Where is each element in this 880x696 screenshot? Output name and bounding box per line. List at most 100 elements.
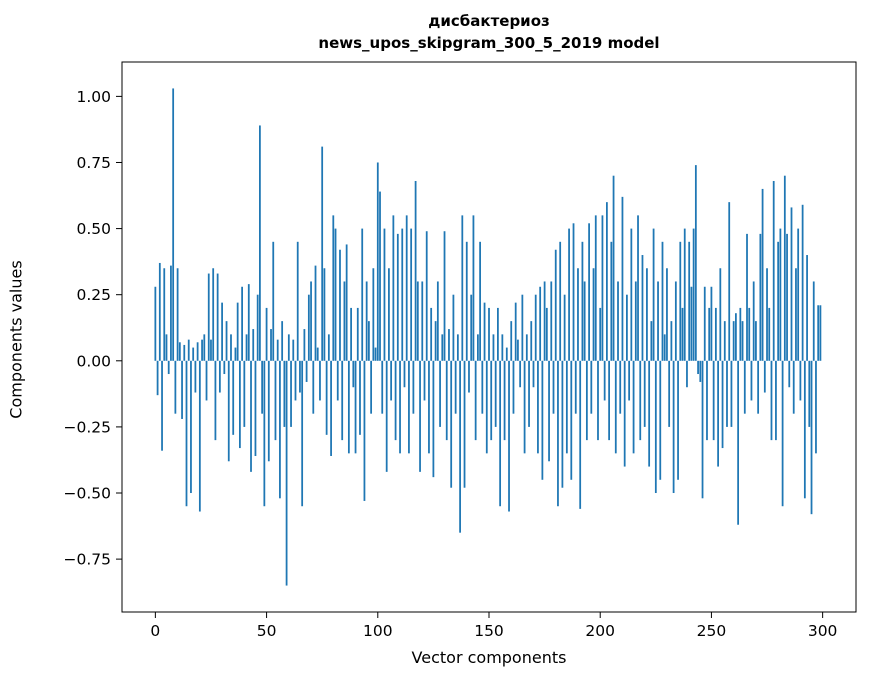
bar-component — [292, 339, 295, 361]
bar-component — [617, 281, 619, 361]
bar-component — [399, 360, 401, 454]
bar-component — [210, 339, 212, 361]
bar-component — [657, 281, 659, 361]
bar-component — [476, 334, 479, 361]
bar-component — [706, 360, 708, 441]
bar-component — [227, 360, 230, 462]
bar-component — [512, 360, 515, 414]
bar-component — [441, 334, 444, 361]
bar-component — [723, 321, 726, 361]
bar-component — [503, 360, 506, 441]
bar-component — [614, 360, 617, 454]
bar-component — [207, 273, 210, 361]
bar-component — [692, 228, 695, 361]
bar-component — [817, 305, 820, 361]
bar-component — [428, 360, 430, 454]
bar-component — [703, 286, 706, 361]
bar-component — [319, 360, 321, 401]
bar-component — [755, 321, 757, 361]
bar-component — [697, 360, 699, 375]
bar-component — [772, 180, 775, 361]
x-tick-label: 50 — [257, 622, 277, 640]
bar-component — [701, 360, 704, 499]
bar-component — [459, 360, 461, 533]
x-tick-label: 250 — [697, 622, 727, 640]
bar-component — [543, 281, 546, 361]
bar-component — [639, 360, 642, 441]
bar-component — [810, 360, 813, 515]
bar-component — [396, 233, 399, 361]
bar-component — [305, 360, 308, 382]
bar-component — [670, 321, 673, 361]
bar-component — [323, 268, 326, 361]
bar-component — [563, 294, 566, 361]
bar-component — [259, 125, 261, 361]
bar-component — [494, 360, 497, 427]
bar-component — [588, 223, 590, 361]
bar-component — [752, 281, 755, 361]
bar-component — [156, 360, 159, 396]
bar-component — [525, 334, 528, 361]
bar-component — [585, 360, 588, 441]
bar-component — [281, 321, 284, 361]
bar-component — [483, 302, 486, 361]
bar-component — [768, 307, 771, 361]
bar-component — [748, 307, 751, 361]
bar-component — [412, 360, 415, 414]
bar-component — [534, 294, 537, 361]
x-tick-label: 150 — [474, 622, 504, 640]
bar-component — [759, 233, 762, 361]
bar-component — [287, 334, 290, 361]
bar-component — [741, 321, 744, 361]
bar-component — [530, 321, 533, 361]
bar-component — [634, 281, 637, 361]
bar-component — [739, 307, 742, 361]
bar-component — [721, 360, 724, 449]
bar-component — [190, 360, 192, 494]
bar-component — [201, 339, 203, 361]
bar-component — [757, 360, 760, 414]
bar-component — [294, 360, 297, 401]
bar-component — [174, 360, 177, 414]
bar-component — [574, 360, 577, 414]
bar-component — [272, 241, 275, 361]
bar-component — [336, 360, 339, 401]
bar-component — [612, 175, 615, 361]
bar-component — [339, 249, 341, 361]
bar-component — [577, 268, 579, 361]
bar-component — [795, 268, 797, 361]
bar-component — [454, 360, 457, 414]
bar-component — [790, 207, 793, 361]
bar-component — [214, 360, 217, 441]
y-tick-label: 0.50 — [76, 220, 111, 238]
bar-component — [436, 281, 439, 361]
bar-component — [452, 294, 455, 361]
bar-component — [236, 302, 239, 361]
bar-component — [777, 241, 780, 361]
bar-component — [541, 360, 544, 480]
bar-component — [263, 360, 266, 507]
bar-component — [485, 360, 488, 454]
bar-component — [343, 281, 346, 361]
bar-component — [365, 281, 368, 361]
y-tick-label: 0.25 — [76, 286, 111, 304]
bar-component — [472, 215, 475, 361]
bar-component — [425, 231, 428, 361]
bar-component — [198, 360, 201, 512]
bar-component — [374, 347, 377, 361]
x-tick-label: 100 — [363, 622, 393, 640]
bar-component — [176, 268, 179, 361]
bar-component — [565, 360, 568, 454]
x-tick-label: 0 — [150, 622, 160, 640]
bar-component — [521, 294, 524, 361]
bar-component — [570, 360, 573, 480]
bar-component — [332, 215, 335, 361]
bar-component — [628, 360, 631, 401]
bar-component — [450, 360, 453, 488]
bar-component — [192, 347, 195, 361]
bar-component — [799, 360, 802, 401]
bar-component — [432, 360, 435, 478]
bar-component — [223, 360, 226, 375]
bar-component — [532, 360, 535, 388]
